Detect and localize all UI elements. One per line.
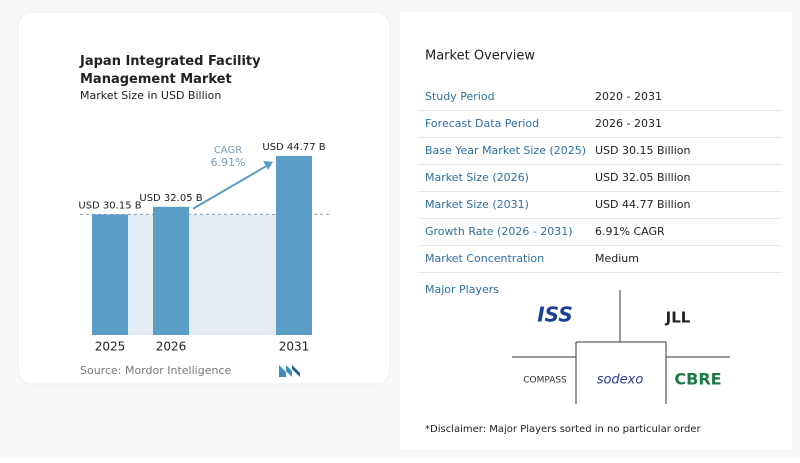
cagr-value: 6.91%: [211, 156, 246, 169]
value-label: USD 30.15 B: [78, 200, 141, 211]
row-value: 2026 - 2031: [595, 117, 662, 130]
disclaimer: *Disclaimer: Major Players sorted in no …: [425, 424, 702, 435]
bar: [276, 155, 312, 335]
value-label: USD 32.05 B: [139, 193, 202, 204]
row-value: Medium: [595, 252, 639, 265]
row-label: Forecast Data Period: [425, 117, 539, 130]
x-tick-label: 2031: [279, 340, 310, 354]
chart-title: Japan Integrated Facility Management Mark…: [79, 54, 261, 87]
row-value: USD 32.05 Billion: [595, 171, 690, 184]
base-band: [128, 214, 276, 335]
chart-title-line: Management Market: [80, 72, 232, 87]
value-label: USD 44.77 B: [262, 142, 325, 153]
row-value: 6.91% CAGR: [595, 225, 665, 238]
source: Source: Mordor Intelligence: [80, 364, 231, 377]
player-logo: JLL: [665, 309, 691, 327]
player-grid: [512, 290, 730, 404]
row-label: Market Size (2031): [425, 198, 529, 211]
chart-title-line: Japan Integrated Facility: [79, 54, 261, 69]
chart-subtitle: Market Size in USD Billion: [80, 89, 221, 102]
cagr-arrow: [192, 163, 271, 210]
row-label: Market Concentration: [425, 252, 544, 265]
row-label: Market Size (2026): [425, 171, 529, 184]
brand-logo: [279, 365, 300, 377]
row-value: USD 44.77 Billion: [595, 198, 690, 211]
overview-panel: [400, 12, 792, 449]
row-label: Growth Rate (2026 - 2031): [425, 225, 573, 238]
row-label: Study Period: [425, 90, 495, 103]
row-label: Base Year Market Size (2025): [425, 144, 586, 157]
cagr-arrowhead: [263, 160, 273, 170]
row-value: 2020 - 2031: [595, 90, 662, 103]
player-logo: COMPASS: [523, 376, 567, 386]
row-value: USD 30.15 Billion: [595, 144, 690, 157]
x-tick-label: 2026: [156, 340, 187, 354]
player-logo: sodexo: [597, 373, 644, 388]
cagr-label: CAGR: [214, 145, 242, 156]
bar: [92, 214, 128, 335]
player-logo: CBRE: [674, 370, 721, 389]
player-logo: ISS: [537, 303, 573, 327]
x-tick-label: 2025: [95, 340, 126, 354]
overview-title: Market Overview: [425, 49, 535, 64]
players-title: Major Players: [425, 283, 499, 296]
bar: [153, 206, 189, 335]
